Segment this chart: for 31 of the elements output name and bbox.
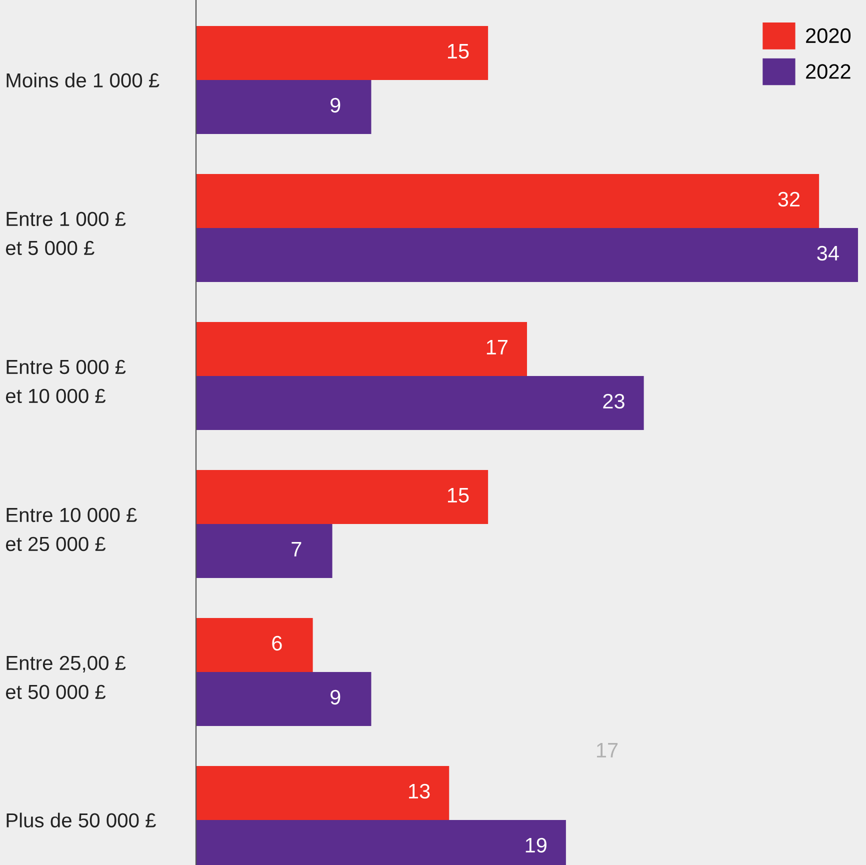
data-label: 7 xyxy=(292,542,302,556)
y-tick-label: Entre 1 000 £ et 5 000 £ xyxy=(6,212,126,256)
y-tick-label: Plus de 50 000 £ xyxy=(6,812,156,828)
data-label: 34 xyxy=(817,246,839,261)
annotation: 17 xyxy=(597,743,618,758)
y-tick-label: Entre 10 000 £ et 25 000 £ xyxy=(6,508,137,552)
bar xyxy=(196,26,488,80)
bar xyxy=(196,470,488,524)
data-label: 13 xyxy=(409,784,430,799)
bar xyxy=(196,322,527,376)
bar xyxy=(196,618,313,672)
data-label: 9 xyxy=(330,98,340,113)
data-label: 17 xyxy=(486,340,508,354)
data-label: 6 xyxy=(272,636,282,651)
bar xyxy=(196,80,372,134)
y-tick-label: Moins de 1 000 £ xyxy=(6,72,160,88)
bar xyxy=(196,228,858,282)
legend-label: 2020 xyxy=(806,28,851,44)
data-label: 23 xyxy=(603,394,624,409)
data-label: 32 xyxy=(778,192,800,207)
bar xyxy=(196,524,332,578)
bar xyxy=(196,672,372,726)
legend-label: 2022 xyxy=(806,64,850,79)
data-label: 15 xyxy=(448,488,469,503)
data-label: 19 xyxy=(526,838,546,853)
y-tick-label: Entre 5 000 £ et 10 000 £ xyxy=(6,360,126,404)
data-label: 9 xyxy=(330,690,340,705)
data-label: 15 xyxy=(448,44,469,59)
bar xyxy=(196,376,644,430)
y-tick-label: Entre 25,00 £ et 50 000 £ xyxy=(6,656,126,700)
bar xyxy=(196,174,820,228)
